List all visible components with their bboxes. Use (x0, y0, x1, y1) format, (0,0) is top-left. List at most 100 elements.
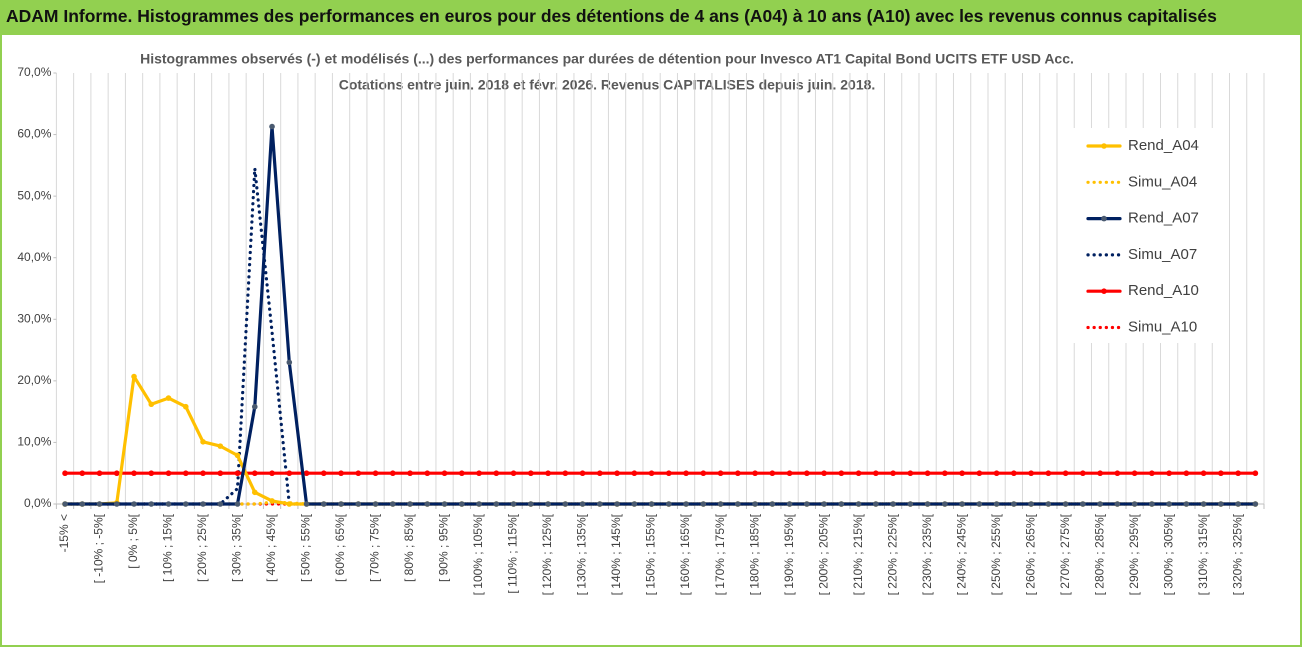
marker (769, 470, 776, 477)
marker (959, 501, 965, 507)
y-tick-label: 0,0% (24, 496, 52, 510)
x-tick-label: [ 120% ; 125%[ (540, 513, 554, 595)
marker (873, 470, 879, 477)
marker (165, 470, 172, 477)
marker (1166, 501, 1172, 507)
marker (165, 395, 172, 401)
marker (717, 470, 724, 477)
marker (976, 470, 983, 477)
marker (131, 373, 137, 380)
x-tick-label: [ -10% ; -5%[ (92, 513, 106, 583)
marker (355, 501, 362, 507)
marker (959, 470, 965, 477)
marker (182, 501, 189, 507)
marker (838, 501, 845, 507)
x-tick-label: -15% < (57, 514, 71, 552)
marker (390, 501, 396, 507)
x-tick-label: [ 210% ; 215%[ (851, 513, 865, 595)
x-tick-label: [ 310% ; 315%[ (1196, 513, 1210, 595)
marker (182, 403, 189, 410)
marker (838, 470, 845, 477)
marker (62, 501, 68, 507)
marker (1218, 501, 1224, 507)
legend-label: Rend_A07 (1128, 210, 1199, 227)
marker (493, 470, 500, 477)
x-tick-label: [ 0% ; 5%[ (126, 513, 140, 568)
marker (993, 501, 1000, 507)
marker (1097, 501, 1103, 507)
marker (234, 452, 241, 459)
marker (752, 470, 758, 477)
header-title: ADAM Informe. Histogrammes des performan… (0, 0, 1302, 33)
marker (441, 501, 448, 507)
marker (614, 470, 620, 477)
x-tick-label: [ 160% ; 165%[ (678, 513, 692, 595)
x-tick-label: [ 50% ; 55%[ (299, 513, 313, 582)
marker (821, 470, 827, 477)
x-tick-label: [ 60% ; 65%[ (333, 513, 347, 582)
marker (407, 501, 413, 507)
marker (993, 470, 1000, 477)
marker (666, 501, 672, 507)
marker (1131, 470, 1138, 477)
marker (579, 470, 586, 477)
y-tick-label: 30,0% (17, 311, 51, 325)
x-tick-label: [ 150% ; 155%[ (644, 513, 658, 595)
series-line (63, 125, 1257, 506)
marker (1218, 470, 1224, 477)
marker (700, 470, 707, 477)
marker (1200, 501, 1207, 507)
marker (217, 501, 224, 507)
marker (1235, 470, 1241, 477)
legend-marker (1101, 215, 1107, 222)
marker (1131, 501, 1138, 507)
x-tick-label: [ 290% ; 295%[ (1127, 513, 1141, 595)
marker (890, 501, 896, 507)
x-tick-label: [ 250% ; 255%[ (989, 513, 1003, 595)
marker (545, 501, 551, 507)
marker (79, 470, 86, 477)
marker (131, 501, 137, 507)
marker (614, 501, 620, 507)
x-tick-label: [ 320% ; 325%[ (1230, 513, 1244, 595)
marker (528, 470, 534, 477)
marker (1028, 470, 1034, 477)
x-tick-label: [ 180% ; 185%[ (747, 513, 761, 595)
marker (1200, 470, 1207, 477)
marker (855, 470, 862, 477)
marker (1183, 501, 1190, 507)
marker (113, 501, 120, 507)
marker (148, 501, 155, 507)
marker (286, 470, 293, 477)
marker (1149, 470, 1155, 477)
marker (545, 470, 551, 477)
legend-label: Simu_A04 (1128, 173, 1197, 190)
marker (355, 470, 362, 477)
marker (907, 501, 914, 507)
marker (96, 470, 103, 477)
chart-subtitle: Cotations entre juin. 2018 et févr. 2026… (339, 77, 876, 93)
marker (320, 470, 327, 477)
marker (424, 501, 431, 507)
marker (234, 501, 241, 507)
marker (1080, 470, 1086, 477)
x-tick-label: [ 30% ; 35%[ (230, 513, 244, 582)
x-tick-label: [ 10% ; 15%[ (161, 513, 175, 582)
marker (597, 501, 603, 507)
chart-frame (0, 33, 1302, 647)
legend-label: Rend_A10 (1128, 282, 1199, 299)
marker (1080, 501, 1086, 507)
marker (683, 501, 689, 507)
marker (907, 470, 914, 477)
x-tick-label: [ 190% ; 195%[ (782, 513, 796, 595)
marker (200, 501, 206, 507)
marker (855, 501, 862, 507)
marker (786, 501, 793, 507)
x-tick-label: [ 240% ; 245%[ (954, 513, 968, 595)
legend-label: Simu_A10 (1128, 318, 1197, 335)
marker (269, 470, 275, 477)
marker (1183, 470, 1190, 477)
marker (1097, 470, 1103, 477)
marker (476, 501, 482, 507)
